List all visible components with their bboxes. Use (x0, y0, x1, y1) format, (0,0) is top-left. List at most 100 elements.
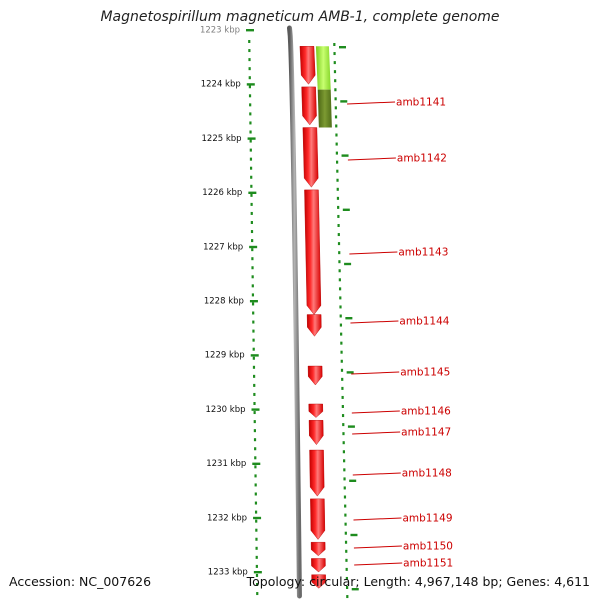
gene-arrow-amb1142 (301, 86, 317, 126)
ruler-minor-tick-right (335, 133, 338, 137)
ruler-minor-tick-left (254, 510, 258, 514)
ruler-minor-tick-right (340, 341, 343, 345)
ruler-tick-label: 1230 kbp (205, 405, 245, 415)
gene-arrow-amb1141 (299, 46, 316, 85)
gene-track (299, 46, 326, 589)
ruler-minor-tick-left (254, 501, 258, 505)
ruler-minor-tick-left (256, 592, 259, 596)
ruler-minor-tick-right (338, 278, 341, 282)
ruler-minor-tick-left (249, 112, 252, 116)
ruler-minor-tick-right (344, 513, 347, 517)
ruler-minor-tick-right (336, 187, 339, 191)
ruler-minor-tick-right (345, 558, 348, 562)
ruler-minor-tick-left (248, 94, 252, 98)
ruler-minor-tick-right (340, 359, 343, 363)
ruler-minor-tick-right (336, 196, 340, 200)
ruler-minor-tick-right (333, 61, 336, 65)
feature-track (315, 46, 332, 128)
label-leader-line (347, 101, 396, 105)
ruler-minor-tick-right (343, 468, 346, 472)
ruler-major-tick-right (346, 371, 354, 374)
ruler-minor-tick-left (254, 456, 257, 460)
feature-block-dark (317, 89, 332, 128)
ruler-minor-tick-left (252, 356, 255, 360)
gene-arrow-amb1150 (310, 498, 326, 540)
label-leader-line (347, 157, 396, 161)
ruler-minor-tick-left (250, 211, 253, 215)
ruler-minor-tick-left (249, 121, 252, 125)
ruler-minor-tick-left (250, 184, 253, 188)
ruler-minor-tick-left (255, 537, 258, 541)
ruler-minor-tick-left (251, 248, 254, 252)
ruler-minor-tick-right (341, 414, 345, 418)
ruler-minor-tick-left (252, 347, 255, 351)
ruler-minor-tick-right (346, 595, 349, 599)
ruler-minor-tick-left (252, 338, 255, 342)
ruler-minor-tick-left (251, 275, 254, 279)
ruler-minor-tick-right (334, 88, 337, 92)
ruler-tick-label: 1223 kbp (200, 26, 240, 36)
label-leader-line (351, 410, 400, 414)
gene-label-amb1143: amb1143 (398, 247, 448, 259)
ruler-major-tick-right (341, 154, 349, 157)
ruler-major-tick-left (247, 137, 256, 140)
ruler-minor-tick-left (255, 573, 259, 577)
gene-arrow-amb1147 (308, 403, 324, 418)
ruler-minor-tick-right (334, 79, 337, 83)
ruler-minor-tick-right (338, 251, 341, 255)
gene-arrow-amb1148 (308, 420, 324, 445)
label-leader-line (352, 431, 401, 435)
ruler-minor-tick-right (339, 323, 343, 327)
ruler-tick-label: 1226 kbp (202, 188, 242, 198)
ruler-minor-tick-right (338, 287, 342, 291)
ruler-minor-tick-left (249, 166, 253, 170)
ruler-tick-label: 1229 kbp (205, 351, 245, 361)
ruler-minor-tick-left (249, 130, 252, 134)
gene-arrow-amb1149 (309, 449, 325, 497)
gene-label-amb1144: amb1144 (399, 316, 449, 328)
map-title: Magnetospirillum magneticum AMB-1, compl… (100, 9, 500, 25)
gene-arrow-amb1145 (306, 314, 322, 337)
ruler-minor-tick-left (254, 483, 257, 487)
ruler-major-tick-right (350, 533, 358, 537)
ruler-minor-tick-right (340, 350, 343, 354)
ruler-minor-tick-left (253, 374, 256, 378)
ruler-minor-ticks (248, 40, 349, 599)
ruler-minor-tick-left (253, 429, 256, 433)
label-leader-line (351, 371, 400, 375)
ruler-tick-label: 1232 kbp (207, 513, 247, 523)
ruler-minor-tick-right (337, 233, 340, 237)
ruler-minor-tick-left (249, 103, 252, 107)
ruler-tick-label: 1233 kbp (208, 568, 248, 578)
ruler-major-tick-right (345, 317, 353, 320)
label-leader-line (354, 562, 403, 566)
ruler-tick-label: 1224 kbp (201, 80, 241, 90)
ruler-major-tick-left (251, 408, 260, 411)
ruler-minor-tick-right (345, 549, 348, 553)
ruler-minor-tick-right (341, 377, 344, 381)
ruler-minor-tick-right (338, 269, 341, 273)
ruler-minor-tick-right (337, 224, 340, 227)
ruler-minor-tick-right (336, 169, 339, 173)
gene-labels: amb1141 amb1142 amb1143 amb1144 amb1145 amb11… (347, 97, 453, 570)
ruler-minor-tick-right (335, 160, 339, 164)
ruler-major-tick-right (342, 208, 350, 211)
ruler-minor-tick-left (256, 583, 259, 586)
ruler-minor-tick-right (333, 52, 336, 56)
gene-arrow-amb1146 (307, 365, 323, 386)
ruler-minor-tick-right (342, 450, 346, 454)
gene-arrow-amb1144 (304, 189, 322, 315)
ruler-minor-tick-right (343, 495, 347, 499)
ruler-minor-tick-left (253, 438, 257, 442)
gene-label-amb1142: amb1142 (397, 153, 447, 165)
ruler-minor-tick-right (345, 586, 349, 589)
ruler-minor-tick-right (342, 423, 345, 427)
ruler-major-tick-left (250, 354, 259, 357)
gene-arrow-amb1151 (310, 541, 326, 557)
ruler-minor-tick-right (338, 260, 341, 264)
ruler-minor-tick-left (248, 85, 252, 89)
ruler-minor-tick-left (253, 420, 256, 424)
ruler-minor-tick-left (254, 492, 257, 496)
